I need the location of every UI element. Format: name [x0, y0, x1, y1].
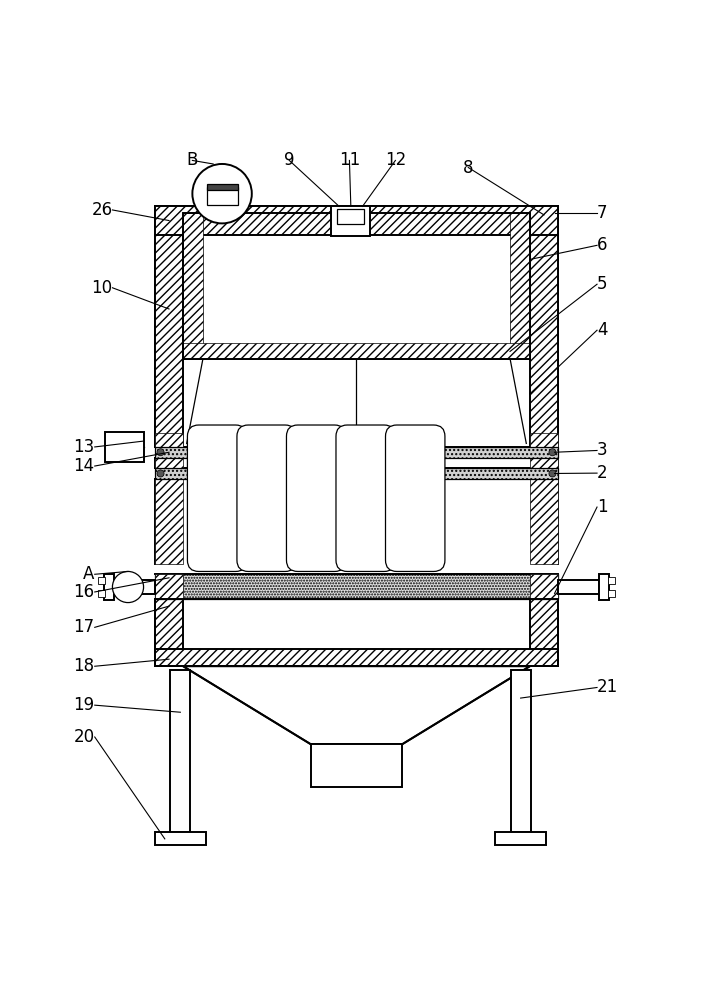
- Bar: [98, 590, 106, 597]
- Text: 8: 8: [463, 159, 473, 177]
- Text: 26: 26: [91, 201, 113, 219]
- Bar: [207, 184, 237, 190]
- Text: 11: 11: [339, 151, 360, 169]
- Bar: [332, 206, 370, 236]
- Bar: [155, 447, 558, 458]
- Bar: [114, 580, 155, 594]
- Text: B: B: [187, 151, 198, 169]
- Bar: [530, 206, 558, 447]
- Bar: [558, 580, 599, 594]
- Bar: [183, 213, 530, 359]
- Bar: [155, 649, 558, 666]
- Bar: [155, 599, 558, 666]
- Bar: [530, 433, 558, 447]
- Text: 16: 16: [73, 583, 95, 601]
- Bar: [183, 213, 203, 359]
- Text: 20: 20: [73, 728, 95, 746]
- FancyBboxPatch shape: [287, 425, 346, 571]
- Bar: [155, 468, 558, 479]
- Bar: [607, 577, 615, 584]
- Text: 5: 5: [597, 275, 607, 293]
- Bar: [510, 213, 530, 359]
- Bar: [98, 577, 106, 584]
- Bar: [155, 458, 183, 468]
- Text: 21: 21: [597, 678, 618, 696]
- Circle shape: [157, 449, 164, 456]
- FancyBboxPatch shape: [188, 425, 247, 571]
- FancyBboxPatch shape: [386, 425, 445, 571]
- Text: A: A: [83, 565, 95, 583]
- Text: 19: 19: [73, 696, 95, 714]
- Text: 18: 18: [73, 657, 95, 675]
- Circle shape: [193, 164, 252, 223]
- Bar: [106, 432, 144, 462]
- Bar: [155, 832, 206, 845]
- Polygon shape: [183, 666, 530, 744]
- Bar: [530, 479, 558, 564]
- Text: 9: 9: [284, 151, 294, 169]
- Bar: [337, 209, 364, 224]
- Text: 3: 3: [597, 441, 607, 459]
- Bar: [530, 599, 558, 666]
- Bar: [155, 599, 183, 666]
- Bar: [155, 206, 558, 235]
- Circle shape: [113, 571, 143, 603]
- Bar: [207, 187, 237, 205]
- Bar: [311, 744, 402, 787]
- Bar: [155, 479, 183, 564]
- Bar: [155, 574, 183, 599]
- Circle shape: [549, 470, 556, 477]
- Bar: [183, 343, 530, 359]
- Circle shape: [549, 449, 556, 456]
- Text: 1: 1: [597, 498, 607, 516]
- Bar: [170, 670, 190, 832]
- Text: 13: 13: [73, 438, 95, 456]
- Text: 10: 10: [91, 279, 113, 297]
- Text: 17: 17: [73, 618, 95, 636]
- Circle shape: [157, 470, 164, 477]
- Text: 12: 12: [385, 151, 406, 169]
- Text: 7: 7: [597, 204, 607, 222]
- Bar: [607, 590, 615, 597]
- Text: 2: 2: [597, 464, 607, 482]
- FancyBboxPatch shape: [237, 425, 297, 571]
- Text: 14: 14: [73, 457, 95, 475]
- Bar: [495, 832, 546, 845]
- Bar: [530, 458, 558, 468]
- Bar: [155, 206, 183, 447]
- FancyBboxPatch shape: [336, 425, 396, 571]
- Bar: [155, 574, 558, 599]
- Bar: [599, 574, 609, 600]
- Bar: [511, 670, 530, 832]
- Bar: [104, 574, 114, 600]
- Bar: [155, 433, 183, 447]
- Text: 4: 4: [597, 321, 607, 339]
- Text: 6: 6: [597, 236, 607, 254]
- Bar: [530, 574, 558, 599]
